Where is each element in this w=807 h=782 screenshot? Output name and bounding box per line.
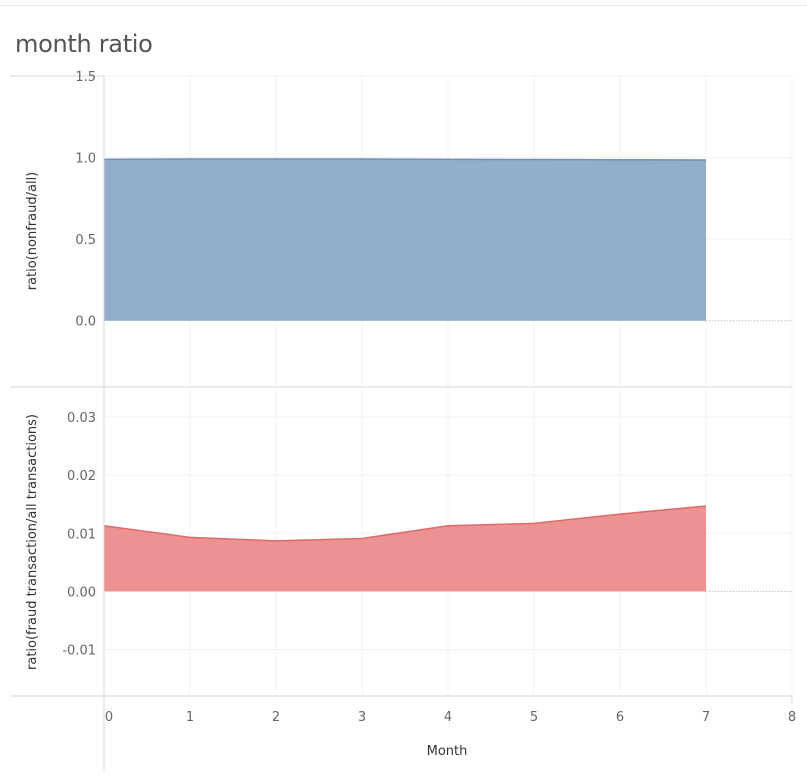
top-divider bbox=[0, 5, 807, 6]
pane-1: 1.5 1.0 0.5 0.0 ratio(nonfraud/all) bbox=[25, 70, 793, 386]
y-tick-label: 1.0 bbox=[75, 152, 96, 167]
area-fill bbox=[104, 505, 706, 592]
pane-2: 0.03 0.02 0.01 0.00 -0.01 ratio(fraud transac… bbox=[25, 388, 793, 696]
x-tick-label: 3 bbox=[358, 710, 366, 725]
chart-title: month ratio bbox=[15, 30, 153, 58]
x-tick-label: 2 bbox=[272, 710, 280, 725]
y-tick-label: -0.01 bbox=[62, 644, 96, 659]
y-tick-label: 0.02 bbox=[67, 469, 96, 484]
x-tick-label: 5 bbox=[530, 710, 538, 725]
x-tick-label: 8 bbox=[788, 710, 796, 725]
y-axis-title: ratio(fraud transaction/all transactions… bbox=[25, 414, 40, 670]
area-fill bbox=[104, 159, 706, 321]
x-tick-label: 4 bbox=[444, 710, 452, 725]
area-line bbox=[103, 158, 707, 161]
y-tick-label: 0.01 bbox=[67, 527, 96, 542]
area-line bbox=[103, 505, 707, 542]
y-tick-label: 1.5 bbox=[75, 70, 96, 85]
x-tick-label: 6 bbox=[616, 710, 624, 725]
y-tick-label: 0.5 bbox=[75, 233, 96, 248]
x-tick-label: 1 bbox=[186, 710, 194, 725]
y-tick-label: 0.03 bbox=[67, 411, 96, 426]
x-axis-title: Month bbox=[427, 744, 468, 759]
x-tick-label: 0 bbox=[105, 710, 113, 725]
y-axis-title: ratio(nonfraud/all) bbox=[25, 172, 40, 291]
x-tick-label: 7 bbox=[702, 710, 710, 725]
y-tick-label: 0.00 bbox=[67, 585, 96, 600]
y-tick-label: 0.0 bbox=[75, 315, 96, 330]
